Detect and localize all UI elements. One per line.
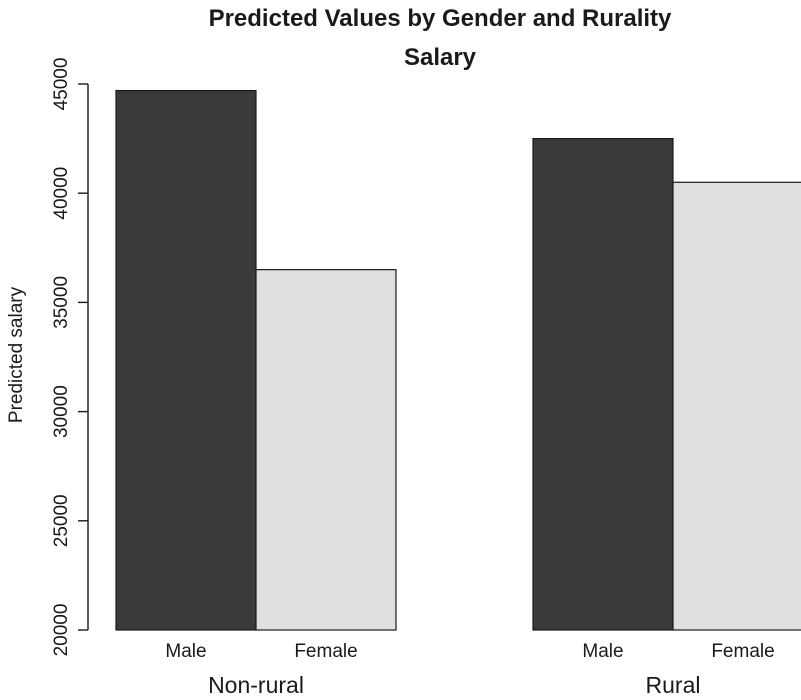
bar-rural-male xyxy=(532,138,674,631)
chart-subtitle: Salary xyxy=(404,44,477,71)
y-tick-label: 25000 xyxy=(51,494,72,547)
bars-layer xyxy=(115,89,801,631)
group-label: Non-rural xyxy=(208,672,304,698)
bar-rural-female xyxy=(672,181,801,631)
bar-label: Female xyxy=(711,641,774,662)
y-tick-label: 40000 xyxy=(51,167,72,220)
group-label: Rural xyxy=(646,672,701,698)
y-axis-title: Predicted salary xyxy=(6,286,27,423)
y-tick-label: 30000 xyxy=(51,385,72,438)
y-tick-label: 45000 xyxy=(51,58,72,111)
y-tick-label: 20000 xyxy=(51,604,72,657)
y-axis-ticks: 20000 25000 30000 35000 40000 45000 xyxy=(51,58,88,657)
chart-title: Predicted Values by Gender and Rurality xyxy=(209,5,672,32)
y-tick-label: 35000 xyxy=(51,276,72,329)
bar-non-rural-female xyxy=(255,269,397,631)
bar-label: Male xyxy=(582,641,623,662)
bar-label: Female xyxy=(294,641,357,662)
bar-label: Male xyxy=(165,641,206,662)
bar-non-rural-male xyxy=(115,89,257,631)
